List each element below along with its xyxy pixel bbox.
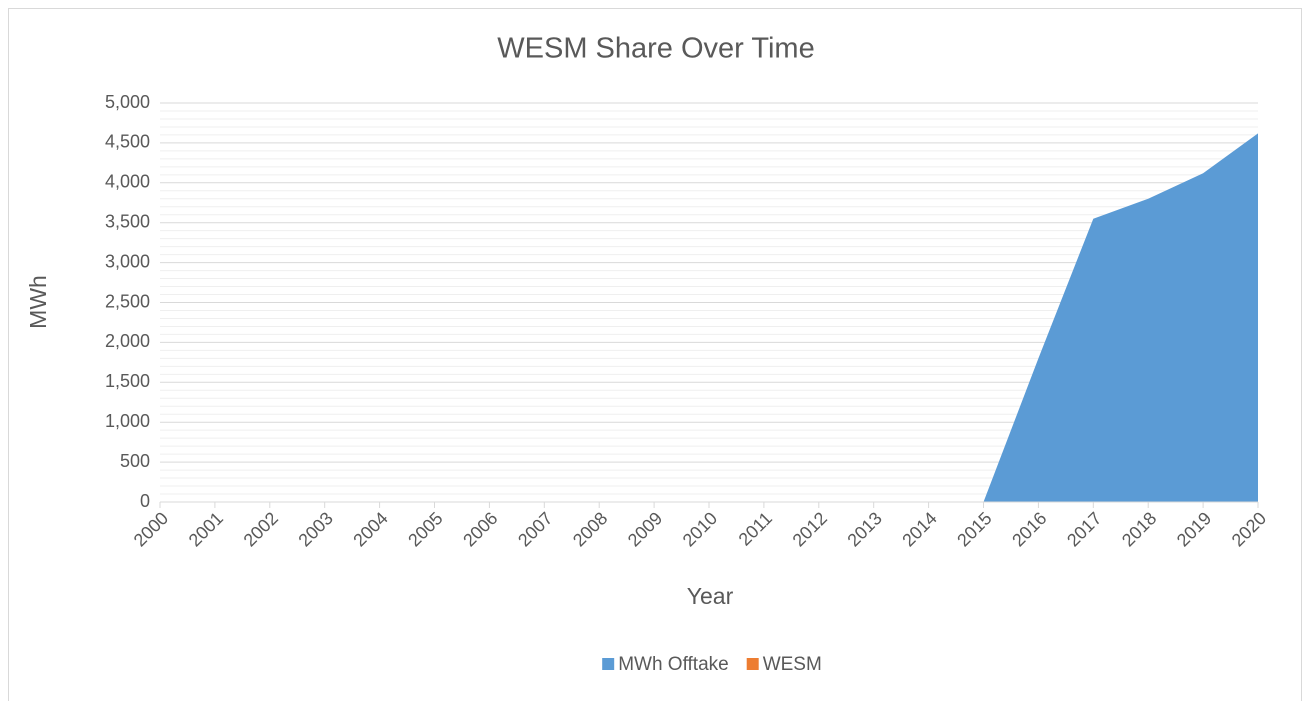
legend-swatch <box>746 658 759 670</box>
y-tick-label: 500 <box>120 451 150 471</box>
area <box>983 133 1258 502</box>
y-tick-label: 2,000 <box>105 331 150 351</box>
chart-title: WESM Share Over Time <box>497 33 814 65</box>
y-tick-label: 1,500 <box>105 371 150 391</box>
legend-swatch <box>602 658 615 670</box>
legend-label: WESM <box>763 654 822 675</box>
legend: MWh Offtake WESM <box>602 654 822 675</box>
y-tick-label: 3,500 <box>105 211 150 231</box>
y-axis-title: MWh <box>25 275 51 329</box>
y-tick-label: 5,000 <box>105 92 150 112</box>
y-tick-label: 0 <box>140 491 150 511</box>
y-tick-label: 4,000 <box>105 172 150 192</box>
legend-label: MWh Offtake <box>618 654 729 675</box>
y-tick-label: 2,500 <box>105 291 150 311</box>
y-tick-label: 4,500 <box>105 132 150 152</box>
y-tick-label: 1,000 <box>105 411 150 431</box>
x-axis-title: Year <box>687 583 734 609</box>
y-tick-label: 3,000 <box>105 251 150 271</box>
